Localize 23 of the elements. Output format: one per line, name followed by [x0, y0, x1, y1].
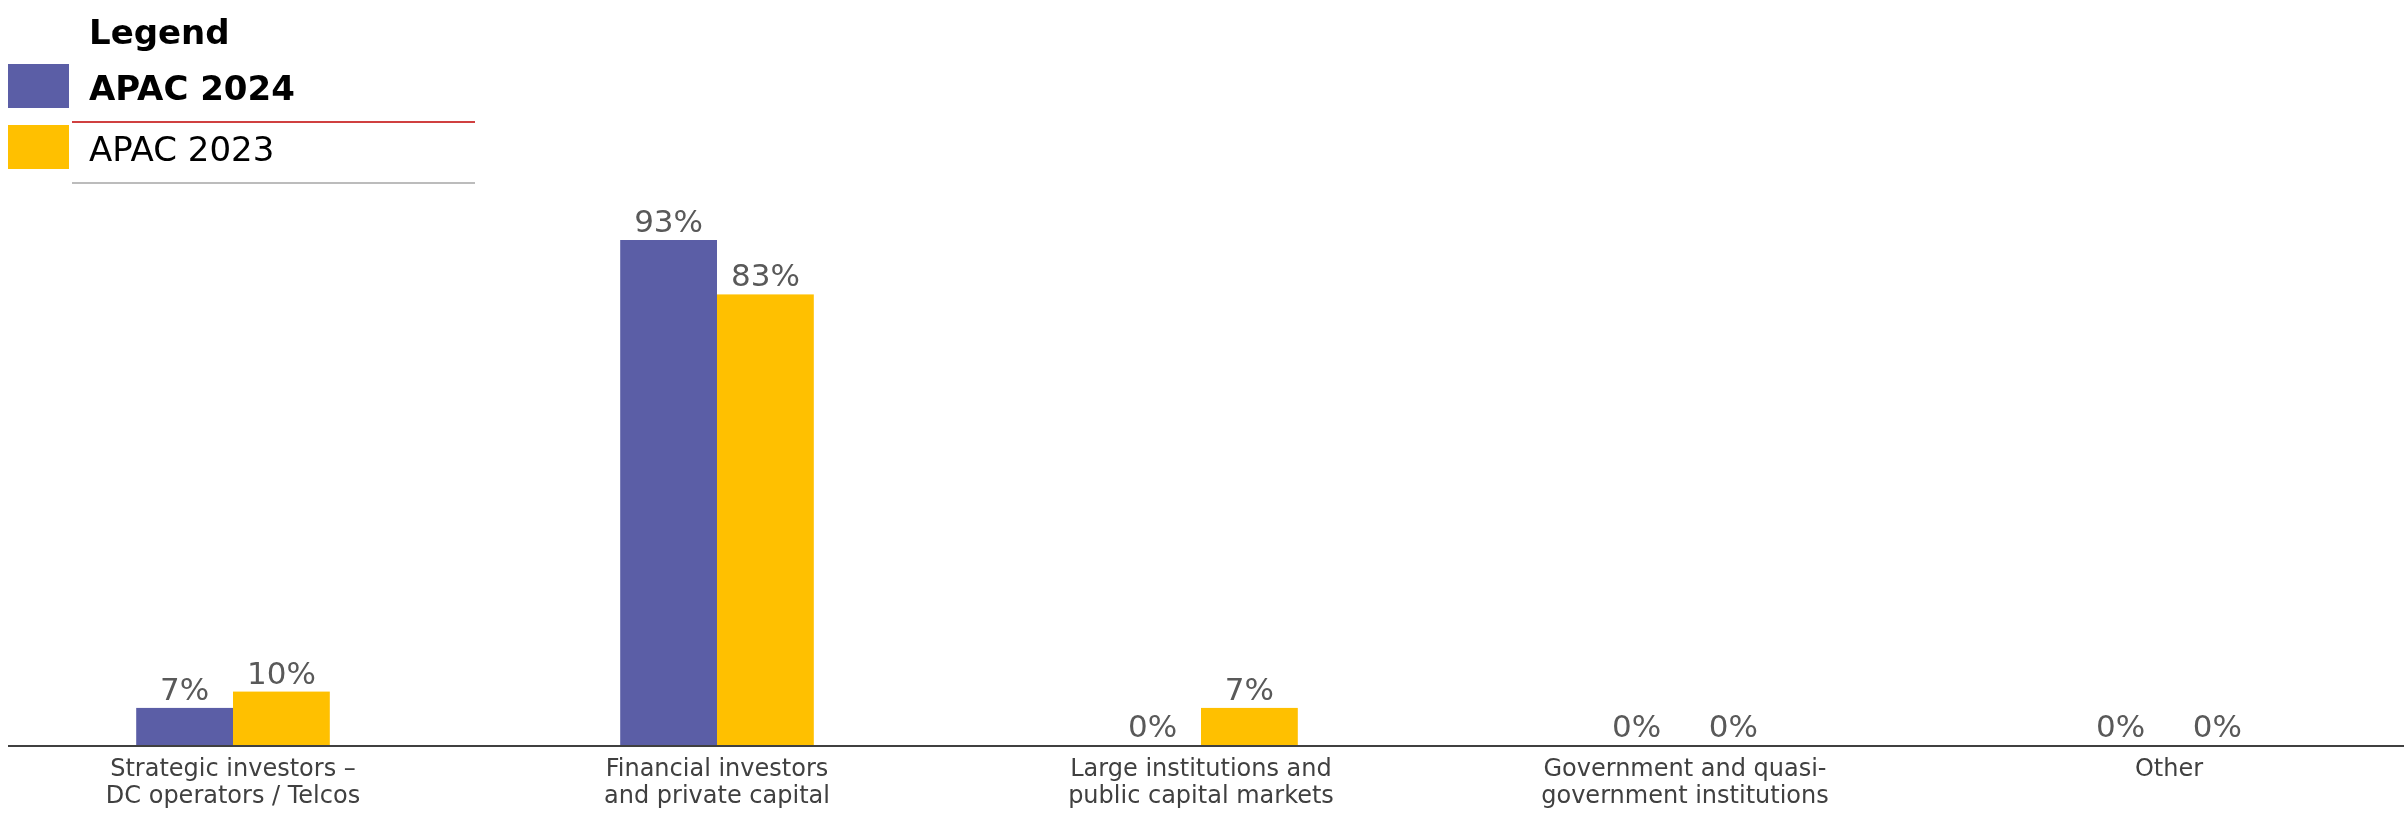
x-tick-label: Strategic investors – DC operators / Telcos — [105, 754, 361, 809]
x-tick-label: Financial investors and private capital — [604, 754, 830, 809]
bar — [233, 691, 330, 746]
data-label: 0% — [2192, 708, 2242, 744]
legend-title: Legend — [89, 12, 230, 52]
bar — [136, 707, 233, 746]
data-label: 93% — [634, 203, 704, 239]
x-tick-label: Large institutions and public capital markets — [1068, 754, 1334, 809]
data-label: 10% — [246, 654, 316, 691]
data-label: 0% — [1708, 708, 1758, 744]
data-label: 7% — [1224, 670, 1274, 707]
x-tick-label: Other — [2134, 754, 2204, 782]
bar — [1201, 707, 1298, 746]
data-label: 0% — [1128, 708, 1178, 744]
x-tick-label: Government and quasi-government institutions — [1541, 754, 1829, 809]
bar — [717, 294, 814, 746]
data-label: 83% — [730, 257, 800, 294]
bar — [620, 240, 717, 746]
legend-label: APAC 2023 — [89, 129, 275, 169]
data-label: 0% — [2096, 708, 2146, 744]
data-label: 0% — [1612, 708, 1662, 744]
data-label: 7% — [160, 670, 210, 707]
legend-label: APAC 2024 — [89, 68, 295, 108]
